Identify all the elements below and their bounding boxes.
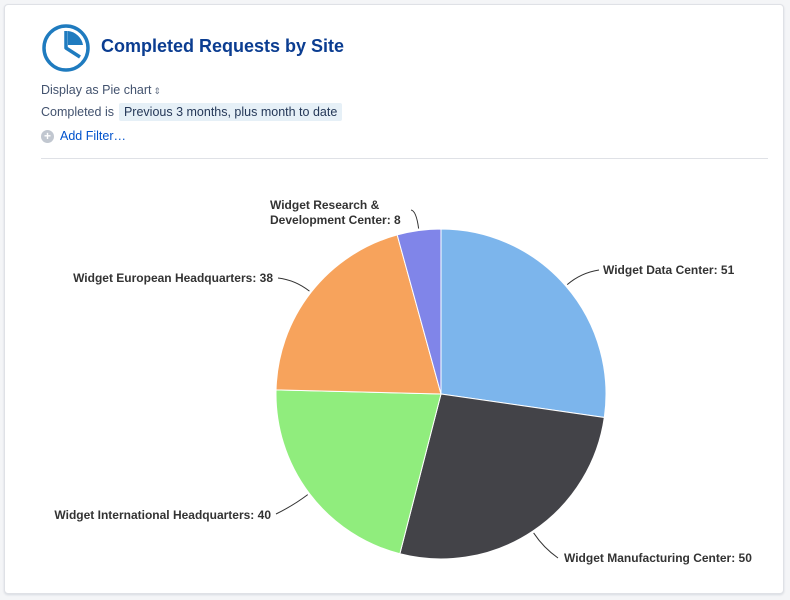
- gadget-card: Completed Requests by Site Display as Pi…: [4, 4, 784, 594]
- pie-slice-2[interactable]: [275, 389, 442, 555]
- sort-updown-icon: ⇕: [153, 86, 162, 96]
- pie-slice-4[interactable]: [396, 228, 442, 395]
- slice-label-0: Widget Data Center: 51: [603, 263, 735, 277]
- display-type-value: Pie chart: [102, 83, 152, 97]
- label-connector-4: [410, 209, 420, 229]
- slice-label-1: Widget Manufacturing Center: 50: [564, 551, 752, 565]
- plus-circle-icon[interactable]: +: [41, 129, 54, 143]
- slice-label-3: Widget European Headquarters: 38: [73, 271, 273, 285]
- add-filter-row: + Add Filter…: [41, 129, 126, 143]
- pie-chart: Widget Data Center: 51 Widget Manufacturi…: [54, 198, 752, 565]
- slice-label-4: Widget Research & Development Center: 8: [270, 198, 401, 227]
- completed-label: Completed: [41, 105, 102, 119]
- display-type-select[interactable]: Pie chart ⇕: [102, 83, 161, 97]
- completed-filter-value[interactable]: Previous 3 months, plus month to date: [118, 103, 343, 121]
- label-connector-1: [533, 532, 559, 559]
- label-connector-3: [277, 277, 310, 292]
- page-title: Completed Requests by Site: [101, 36, 345, 56]
- display-row: Display as Pie chart ⇕: [41, 83, 161, 97]
- divider: [41, 158, 768, 159]
- completed-operator: is: [104, 105, 114, 119]
- pie-chart-icon: [41, 23, 91, 73]
- pie-slice-3[interactable]: [275, 234, 442, 395]
- pie-slice-1[interactable]: [399, 393, 605, 560]
- completed-filter-row: Completed is Previous 3 months, plus mon…: [41, 103, 343, 121]
- pie-slice-0[interactable]: [440, 228, 607, 419]
- slice-label-2: Widget International Headquarters: 40: [54, 508, 271, 522]
- display-label: Display as: [41, 83, 99, 97]
- label-connector-2: [275, 494, 309, 515]
- label-connector-0: [566, 269, 600, 286]
- add-filter-link[interactable]: Add Filter…: [60, 129, 126, 143]
